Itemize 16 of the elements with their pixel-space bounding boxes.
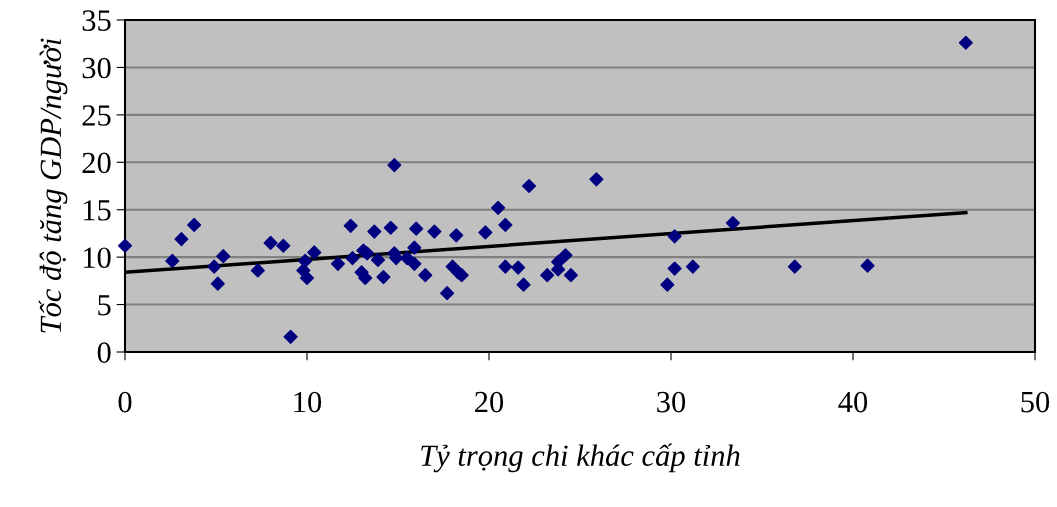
y-tick-label: 35 [82, 10, 111, 31]
y-tick-label: 30 [82, 57, 111, 79]
y-tick-label: 5 [98, 295, 111, 316]
y-tick-label: 20 [82, 152, 111, 174]
y-tick-label: 0 [97, 342, 111, 363]
x-tick-label: 40 [838, 391, 868, 413]
x-axis-title: Tỷ trọng chi khác cấp tỉnh [421, 443, 740, 473]
y-tick-label: 15 [83, 200, 111, 221]
y-tick-label: 10 [83, 247, 111, 269]
x-tick-label: 10 [294, 391, 322, 413]
x-tick-label: 30 [657, 391, 686, 413]
x-tick-label: 20 [475, 391, 504, 413]
y-axis-title: Tốc độ tăng GDP/người [38, 38, 68, 333]
y-tick-label: 25 [82, 105, 111, 126]
x-tick-label: 0 [118, 391, 132, 413]
x-tick-label: 50 [1021, 391, 1050, 413]
